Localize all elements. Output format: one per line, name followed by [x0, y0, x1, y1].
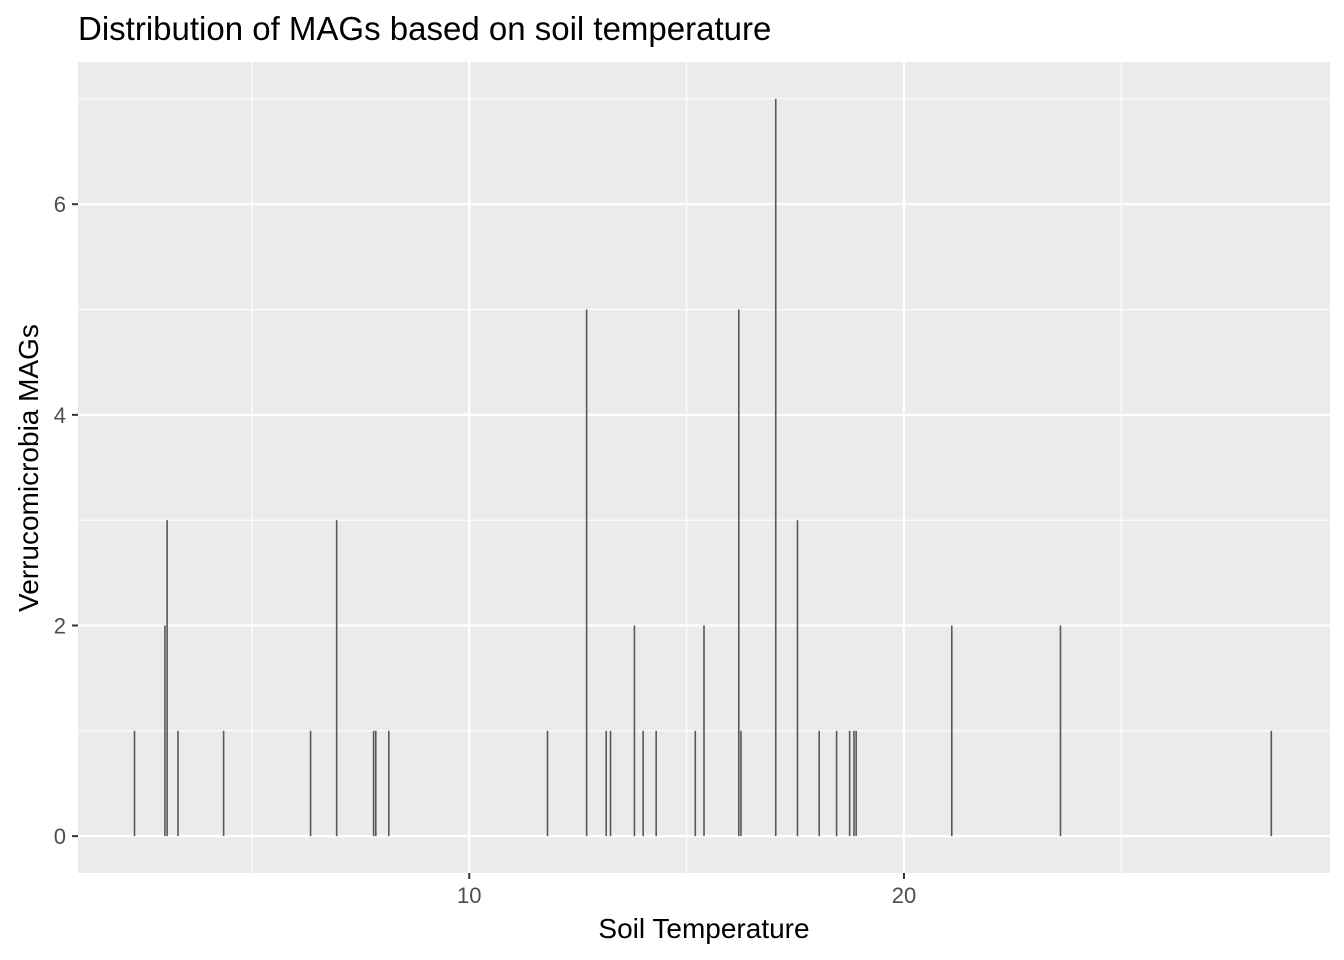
bar — [177, 730, 179, 837]
y-axis: 0 2 4 6 — [54, 192, 78, 849]
bar — [164, 625, 166, 837]
bars — [133, 98, 1273, 837]
x-axis: 10 20 — [457, 873, 916, 908]
bar — [633, 625, 636, 837]
bar — [818, 730, 820, 837]
bar — [372, 730, 375, 837]
y-tick-label: 4 — [54, 403, 66, 428]
bar — [848, 730, 851, 837]
bar — [774, 98, 777, 837]
bar — [655, 730, 657, 837]
bar — [335, 520, 338, 837]
chart-title: Distribution of MAGs based on soil tempe… — [78, 10, 771, 47]
bar — [309, 730, 312, 837]
bar — [166, 520, 168, 837]
bar — [737, 309, 740, 837]
y-tick-label: 2 — [54, 613, 66, 638]
bar — [950, 625, 953, 837]
bar — [133, 730, 136, 837]
bar — [853, 730, 855, 837]
y-tick-label: 6 — [54, 192, 66, 217]
x-tick-label: 10 — [457, 883, 481, 908]
bar — [609, 730, 612, 837]
bar — [740, 730, 742, 837]
bar — [546, 730, 549, 837]
x-axis-title: Soil Temperature — [598, 913, 809, 944]
bar — [694, 730, 697, 837]
bar — [796, 520, 799, 837]
bar — [835, 730, 838, 837]
bar — [605, 730, 607, 837]
x-tick-label: 20 — [892, 883, 916, 908]
y-tick-label: 0 — [54, 824, 66, 849]
bar — [388, 730, 390, 837]
y-axis-title: Verrucomicrobia MAGs — [13, 324, 44, 612]
bar — [703, 625, 705, 837]
bar — [642, 730, 644, 837]
bar — [1059, 625, 1062, 837]
bar — [855, 730, 857, 837]
bar — [374, 730, 377, 837]
bar — [585, 309, 588, 837]
bar — [222, 730, 225, 837]
bar — [1270, 730, 1273, 837]
